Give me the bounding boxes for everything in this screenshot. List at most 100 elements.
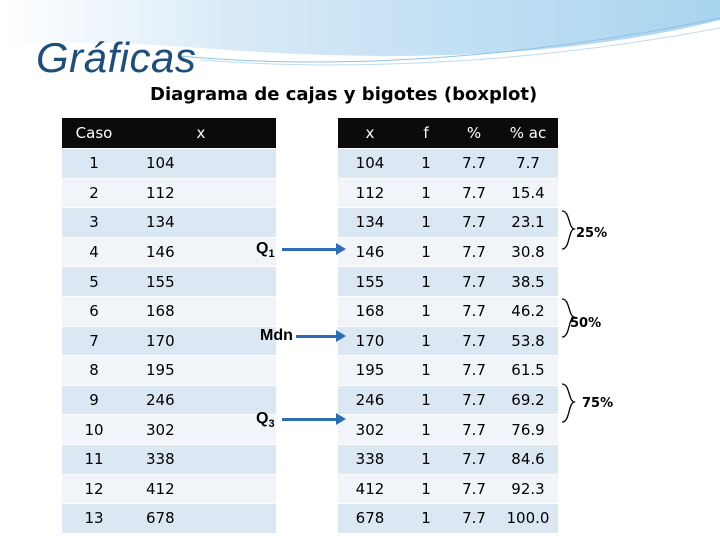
cases-table-row: 5 155: [62, 266, 276, 297]
header-wave-decoration: [0, 0, 720, 66]
brace-75-icon: [561, 383, 577, 423]
frequency-table-cell-percent: 7.7: [450, 355, 498, 386]
cases-table-cell-caso: 13: [62, 503, 126, 534]
frequency-table-cell-x: 168: [338, 296, 402, 327]
cases-table-row: 13 678: [62, 503, 276, 534]
cases-table-cell-x: 155: [126, 266, 276, 297]
frequency-table-cell-percent-ac: 100.0: [498, 503, 558, 534]
percent-label-50: 50%: [570, 316, 602, 331]
frequency-table-cell-f: 1: [402, 148, 450, 179]
cases-table-row: 2 112: [62, 178, 276, 209]
frequency-table-cell-percent-ac: 15.4: [498, 178, 558, 209]
column-header-caso: Caso: [62, 118, 126, 149]
cases-table-row: 6 168: [62, 296, 276, 327]
frequency-table-cell-percent: 7.7: [450, 207, 498, 238]
frequency-table-cell-f: 1: [402, 266, 450, 297]
cases-table-cell-x: 168: [126, 296, 276, 327]
frequency-table-cell-percent-ac: 92.3: [498, 474, 558, 505]
frequency-table-cell-percent: 7.7: [450, 444, 498, 475]
cases-table-row: 7 170: [62, 326, 276, 357]
frequency-table-header: x f % % ac: [338, 118, 558, 149]
frequency-table-cell-percent: 7.7: [450, 414, 498, 445]
frequency-table-cell-f: 1: [402, 326, 450, 357]
frequency-table-cell-x: 112: [338, 178, 402, 209]
q3-arrow: [282, 413, 346, 425]
frequency-table-cell-percent-ac: 38.5: [498, 266, 558, 297]
cases-table-cell-x: 246: [126, 385, 276, 416]
frequency-table-cell-f: 1: [402, 444, 450, 475]
column-header-x: x: [338, 118, 402, 149]
brace-50-icon: [561, 298, 577, 338]
frequency-table: x f % % ac 104 1 7.7 7.7 112 1 7.7 15.4 134 1 7.7 2…: [338, 118, 558, 534]
cases-table-cell-caso: 8: [62, 355, 126, 386]
percent-label-25: 25%: [576, 226, 608, 241]
page-subtitle: Diagrama de cajas y bigotes (boxplot): [150, 84, 538, 105]
frequency-table-cell-percent-ac: 23.1: [498, 207, 558, 238]
frequency-table-cell-percent-ac: 53.8: [498, 326, 558, 357]
cases-table-cell-caso: 12: [62, 474, 126, 505]
frequency-table-cell-f: 1: [402, 503, 450, 534]
frequency-table-row: 112 1 7.7 15.4: [338, 178, 558, 209]
median-label: Mdn: [260, 327, 293, 344]
frequency-table-cell-x: 134: [338, 207, 402, 238]
cases-table: Caso x 1 104 2 112 3 134 4 146 5 155 6 168 7 170 8 195 9…: [62, 118, 276, 534]
frequency-table-cell-x: 246: [338, 385, 402, 416]
frequency-table-cell-percent-ac: 76.9: [498, 414, 558, 445]
cases-table-row: 8 195: [62, 355, 276, 386]
frequency-table-cell-x: 338: [338, 444, 402, 475]
cases-table-row: 4 146: [62, 237, 276, 268]
cases-table-cell-caso: 3: [62, 207, 126, 238]
frequency-table-row: 155 1 7.7 38.5: [338, 266, 558, 297]
frequency-table-row: 195 1 7.7 61.5: [338, 355, 558, 386]
frequency-table-row: 170 1 7.7 53.8: [338, 326, 558, 357]
cases-table-cell-x: 112: [126, 178, 276, 209]
q3-label: Q3: [256, 410, 275, 431]
frequency-table-cell-f: 1: [402, 385, 450, 416]
frequency-table-cell-percent: 7.7: [450, 266, 498, 297]
column-header-f: f: [402, 118, 450, 149]
frequency-table-cell-f: 1: [402, 178, 450, 209]
cases-table-cell-x: 302: [126, 414, 276, 445]
cases-table-cell-x: 195: [126, 355, 276, 386]
cases-table-row: 1 104: [62, 148, 276, 179]
frequency-table-row: 678 1 7.7 100.0: [338, 503, 558, 534]
cases-table-cell-x: 134: [126, 207, 276, 238]
column-header-percent: %: [450, 118, 498, 149]
percent-label-75: 75%: [582, 396, 614, 411]
cases-table-cell-caso: 11: [62, 444, 126, 475]
cases-table-cell-x: 170: [126, 326, 276, 357]
frequency-table-row: 134 1 7.7 23.1: [338, 207, 558, 238]
frequency-table-row: 302 1 7.7 76.9: [338, 414, 558, 445]
frequency-table-cell-percent: 7.7: [450, 148, 498, 179]
cases-table-cell-x: 104: [126, 148, 276, 179]
frequency-table-cell-percent-ac: 7.7: [498, 148, 558, 179]
frequency-table-cell-f: 1: [402, 414, 450, 445]
frequency-table-cell-f: 1: [402, 237, 450, 268]
q1-arrow: [282, 243, 346, 255]
cases-table-cell-caso: 10: [62, 414, 126, 445]
cases-table-cell-caso: 4: [62, 237, 126, 268]
cases-table-cell-caso: 5: [62, 266, 126, 297]
frequency-table-row: 246 1 7.7 69.2: [338, 385, 558, 416]
frequency-table-cell-percent-ac: 30.8: [498, 237, 558, 268]
frequency-table-cell-percent: 7.7: [450, 296, 498, 327]
frequency-table-cell-f: 1: [402, 474, 450, 505]
median-arrow: [296, 330, 346, 342]
cases-table-row: 9 246: [62, 385, 276, 416]
frequency-table-cell-f: 1: [402, 207, 450, 238]
cases-table-cell-caso: 7: [62, 326, 126, 357]
cases-table-row: 3 134: [62, 207, 276, 238]
frequency-table-row: 168 1 7.7 46.2: [338, 296, 558, 327]
cases-table-header: Caso x: [62, 118, 276, 149]
cases-table-row: 12 412: [62, 474, 276, 505]
page-title: Gráficas: [36, 34, 197, 81]
cases-table-cell-caso: 1: [62, 148, 126, 179]
column-header-percent-ac: % ac: [498, 118, 558, 149]
frequency-table-cell-percent-ac: 84.6: [498, 444, 558, 475]
frequency-table-cell-x: 678: [338, 503, 402, 534]
frequency-table-cell-x: 104: [338, 148, 402, 179]
frequency-table-cell-x: 170: [338, 326, 402, 357]
frequency-table-cell-x: 146: [338, 237, 402, 268]
column-header-x: x: [126, 118, 276, 149]
cases-table-row: 10 302: [62, 414, 276, 445]
